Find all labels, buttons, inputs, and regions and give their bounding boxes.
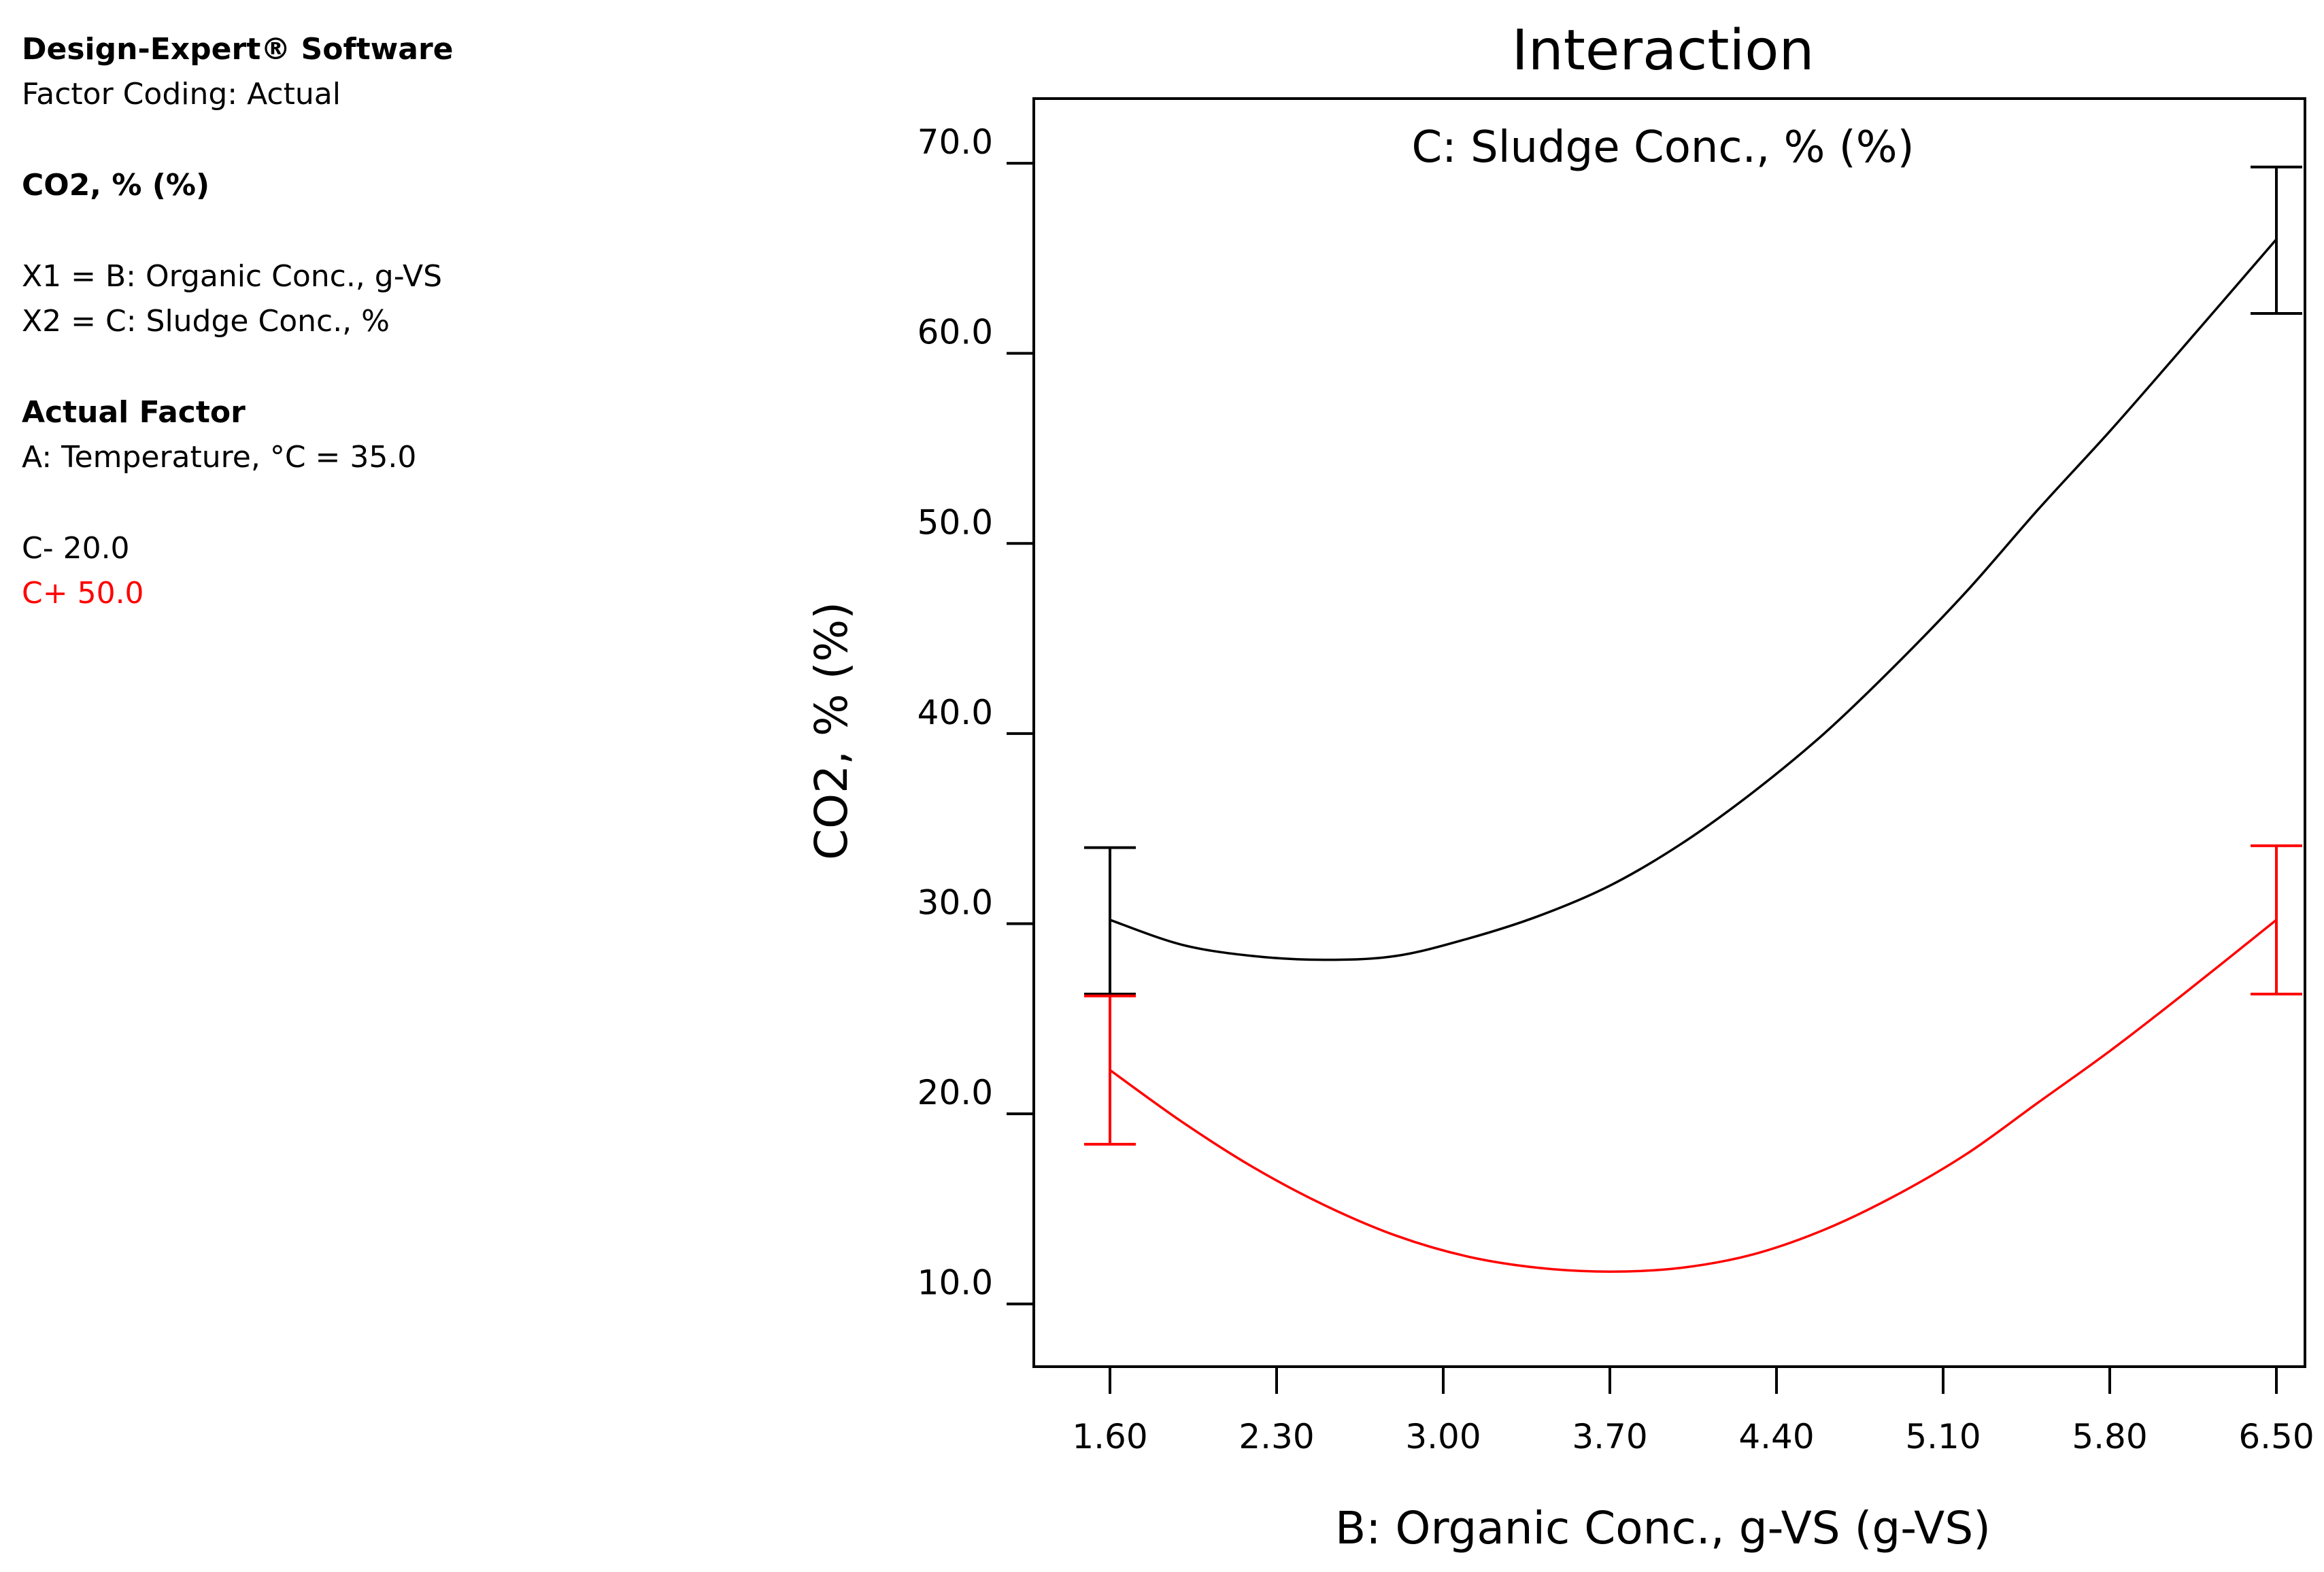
x2-factor: X2 = C: Sludge Conc., % bbox=[22, 304, 390, 339]
error-bar bbox=[2251, 165, 2302, 315]
x-tick-label: 5.10 bbox=[1905, 1417, 1981, 1456]
chart-title: Interaction bbox=[1512, 18, 1815, 83]
plot-frame bbox=[1032, 97, 2306, 1368]
error-bar bbox=[1084, 994, 1136, 1146]
error-bar bbox=[1084, 846, 1136, 995]
y-tick-label: 30.0 bbox=[917, 883, 993, 923]
y-tick-label: 70.0 bbox=[917, 122, 993, 162]
x-tick-label: 3.00 bbox=[1405, 1417, 1481, 1456]
error-bar bbox=[2251, 844, 2302, 995]
x-tick-label: 3.70 bbox=[1572, 1417, 1647, 1456]
y-axis: 10.0 20.0 30.0 40.0 50.0 60.0 70.0 bbox=[917, 122, 1034, 1305]
actual-factor-heading: Actual Factor bbox=[22, 395, 246, 430]
series-line-high bbox=[1109, 919, 2278, 1273]
chart-subtitle: C: Sludge Conc., % (%) bbox=[1411, 122, 1914, 173]
y-axis-label: CO2, % (%) bbox=[805, 602, 858, 860]
y-tick-label: 10.0 bbox=[917, 1263, 993, 1303]
series-layer bbox=[1084, 165, 2302, 1273]
response-name: CO2, % (%) bbox=[22, 168, 210, 203]
series-line-low bbox=[1109, 238, 2278, 961]
actual-factor-value: A: Temperature, °C = 35.0 bbox=[22, 440, 417, 475]
x-tick-label: 1.60 bbox=[1072, 1417, 1147, 1456]
x-axis-label: B: Organic Conc., g-VS (g-VS) bbox=[1335, 1502, 1991, 1554]
legend-entry-low: C- 20.0 bbox=[22, 531, 130, 566]
y-tick-label: 40.0 bbox=[917, 693, 993, 732]
factor-coding: Factor Coding: Actual bbox=[22, 77, 341, 112]
y-tick-label: 50.0 bbox=[917, 502, 993, 542]
y-tick-label: 60.0 bbox=[917, 313, 993, 352]
x1-factor: X1 = B: Organic Conc., g-VS bbox=[22, 259, 443, 294]
y-tick-label: 20.0 bbox=[917, 1073, 993, 1112]
x-tick-label: 6.50 bbox=[2238, 1417, 2314, 1456]
software-name: Design-Expert® Software bbox=[22, 32, 454, 67]
x-tick-label: 2.30 bbox=[1239, 1417, 1314, 1456]
x-tick-label: 4.40 bbox=[1738, 1417, 1814, 1456]
x-tick-label: 5.80 bbox=[2072, 1417, 2147, 1456]
info-panel: Design-Expert® Software Factor Coding: A… bbox=[22, 27, 634, 616]
legend-entry-high: C+ 50.0 bbox=[22, 576, 144, 611]
x-axis: 1.60 2.30 3.00 3.70 4.40 5.10 5.80 6.50 bbox=[1072, 1367, 2314, 1456]
